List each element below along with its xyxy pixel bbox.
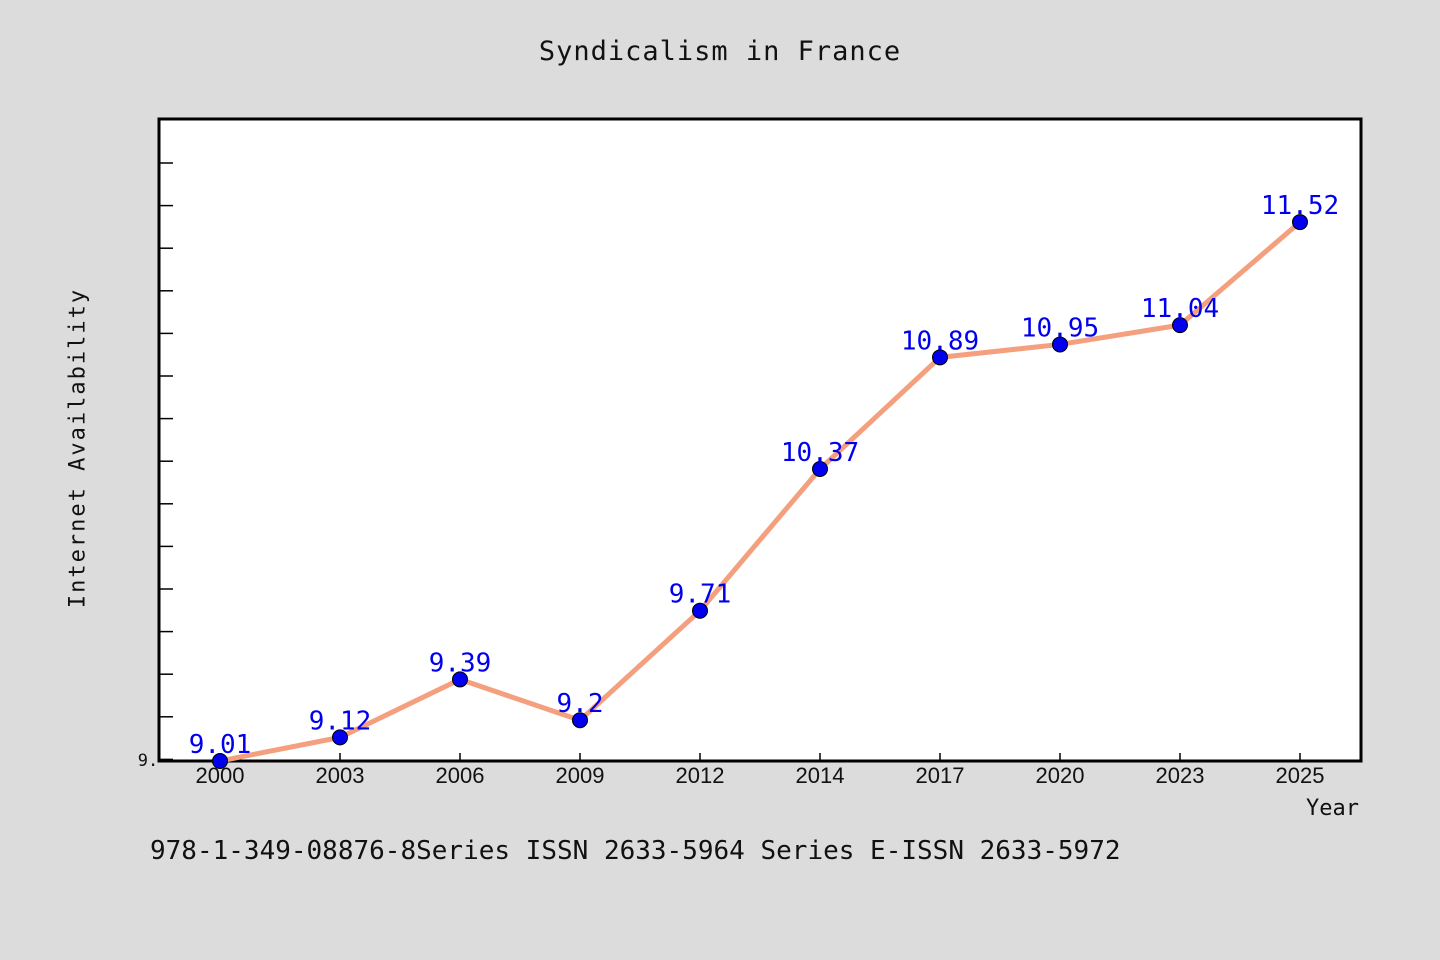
data-point bbox=[692, 602, 708, 619]
data-label: 10.37 bbox=[781, 438, 859, 468]
data-point bbox=[932, 349, 948, 366]
data-point bbox=[452, 671, 468, 688]
x-tick-label: 2020 bbox=[1036, 763, 1085, 788]
data-point bbox=[1172, 317, 1188, 334]
x-tick-label: 2023 bbox=[1156, 763, 1205, 788]
x-axis-ticks: 2000 2003 2006 2009 2012 2014 2017 2020 2023 2025 bbox=[196, 753, 1325, 788]
data-label: 11.52 bbox=[1261, 191, 1339, 221]
data-point bbox=[572, 712, 588, 729]
data-label: 9.2 bbox=[557, 689, 604, 719]
y-tick-label: 9. bbox=[138, 751, 158, 771]
chart-title: Syndicalism in France bbox=[538, 36, 902, 67]
data-label: 11.04 bbox=[1141, 294, 1219, 324]
data-point bbox=[812, 460, 828, 477]
data-point bbox=[1292, 214, 1308, 231]
data-point bbox=[212, 753, 228, 769]
data-label: 9.71 bbox=[669, 580, 732, 610]
x-tick-label: 2025 bbox=[1276, 763, 1325, 788]
data-label: 9.01 bbox=[189, 730, 252, 760]
data-label: 9.12 bbox=[309, 706, 372, 736]
series-layer: 9.01 9.12 9.39 9.2 9.71 10.37 10.89 10.95 11.04 1… bbox=[189, 191, 1339, 769]
x-tick-label: 2009 bbox=[556, 763, 605, 788]
footer-isbn-note: 978-1-349-08876-8Series ISSN 2633-5964 S… bbox=[150, 836, 1121, 866]
x-tick-label: 2014 bbox=[796, 763, 845, 788]
plot-area bbox=[157, 117, 1363, 763]
y-axis-ticks: 9. bbox=[138, 162, 173, 771]
data-label: 10.89 bbox=[901, 326, 979, 356]
series-line bbox=[217, 219, 1303, 764]
data-label: 10.95 bbox=[1021, 313, 1099, 343]
x-tick-label: 2017 bbox=[916, 763, 965, 788]
x-axis-label: Year bbox=[1306, 796, 1359, 821]
x-tick-label: 2003 bbox=[316, 763, 365, 788]
y-axis-label: Internet Availability bbox=[65, 287, 91, 609]
x-tick-label: 2006 bbox=[436, 763, 485, 788]
data-point bbox=[332, 729, 348, 746]
data-label: 9.39 bbox=[429, 648, 492, 678]
x-tick-label: 2012 bbox=[676, 763, 725, 788]
data-point bbox=[1052, 336, 1068, 353]
